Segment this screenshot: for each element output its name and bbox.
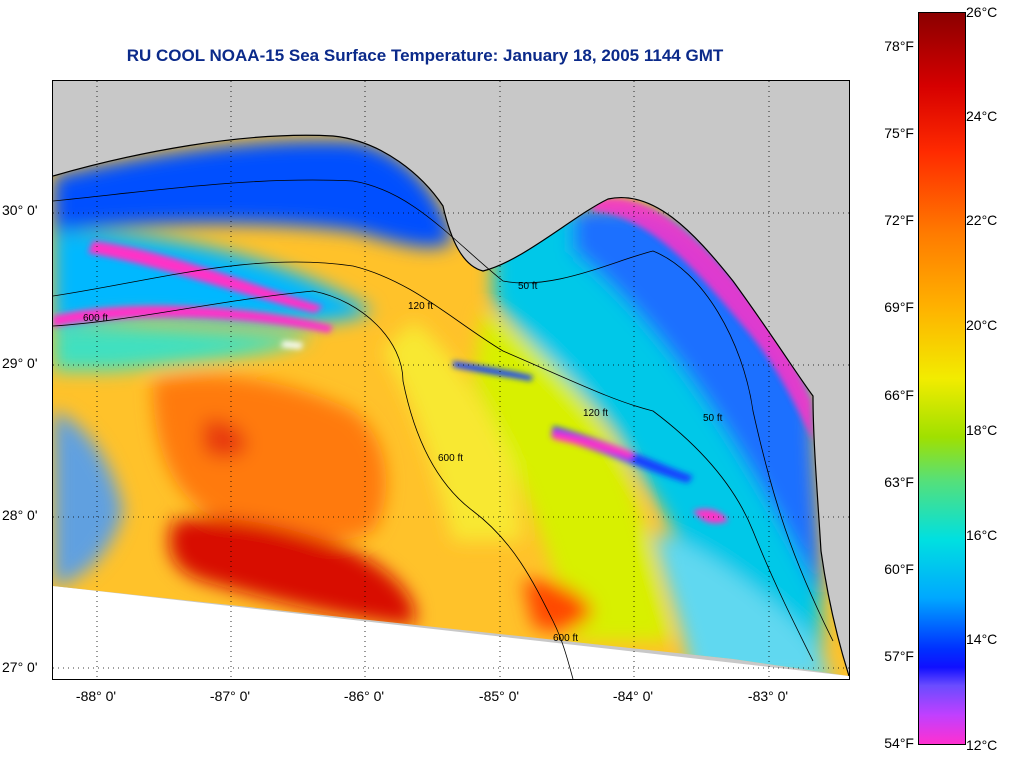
lat-label: 29° 0' — [2, 355, 38, 371]
celsius-label: 14°C — [966, 631, 998, 647]
map-title: RU COOL NOAA-15 Sea Surface Temperature:… — [126, 46, 724, 65]
celsius-label: 22°C — [966, 212, 998, 228]
lon-label: -83° 0' — [747, 688, 789, 704]
lat-label: 30° 0' — [2, 202, 38, 218]
temperature-colorbar — [918, 12, 966, 745]
lat-label: 27° 0' — [2, 659, 38, 675]
lon-label: -87° 0' — [209, 688, 251, 704]
isobath-labels: 50 ft 120 ft 600 ft 600 ft 600 ft 120 ft… — [83, 281, 723, 644]
fahrenheit-label: 57°F — [884, 648, 914, 664]
no-data-region — [53, 586, 849, 679]
celsius-label: 26°C — [966, 4, 998, 20]
isobath-label: 600 ft — [438, 453, 463, 464]
fahrenheit-label: 78°F — [884, 38, 914, 54]
celsius-label: 16°C — [966, 527, 998, 543]
celsius-label: 12°C — [966, 737, 998, 753]
fahrenheit-label: 63°F — [884, 474, 914, 490]
celsius-label: 24°C — [966, 108, 998, 124]
celsius-label: 20°C — [966, 317, 998, 333]
isobath-label: 50 ft — [703, 413, 723, 424]
lon-label: -86° 0' — [343, 688, 385, 704]
celsius-label: 18°C — [966, 422, 998, 438]
lon-label: -85° 0' — [478, 688, 520, 704]
lon-label: -88° 0' — [75, 688, 117, 704]
lat-label: 28° 0' — [2, 507, 38, 523]
sst-map-svg: 50 ft 120 ft 600 ft 600 ft 600 ft 120 ft… — [53, 81, 849, 679]
fahrenheit-label: 60°F — [884, 561, 914, 577]
fahrenheit-label: 66°F — [884, 387, 914, 403]
fahrenheit-label: 75°F — [884, 125, 914, 141]
coastline — [53, 134, 849, 677]
isobath-label: 600 ft — [553, 633, 578, 644]
fahrenheit-label: 54°F — [884, 735, 914, 751]
isobath-label: 50 ft — [518, 281, 538, 292]
fahrenheit-label: 72°F — [884, 212, 914, 228]
isobath-contours — [53, 179, 834, 679]
lon-label: -84° 0' — [612, 688, 654, 704]
isobath-label: 120 ft — [583, 408, 608, 419]
isobath-label: 120 ft — [408, 301, 433, 312]
sst-map-panel[interactable]: 50 ft 120 ft 600 ft 600 ft 600 ft 120 ft… — [52, 80, 850, 680]
isobath-label: 600 ft — [83, 313, 108, 324]
fahrenheit-label: 69°F — [884, 299, 914, 315]
